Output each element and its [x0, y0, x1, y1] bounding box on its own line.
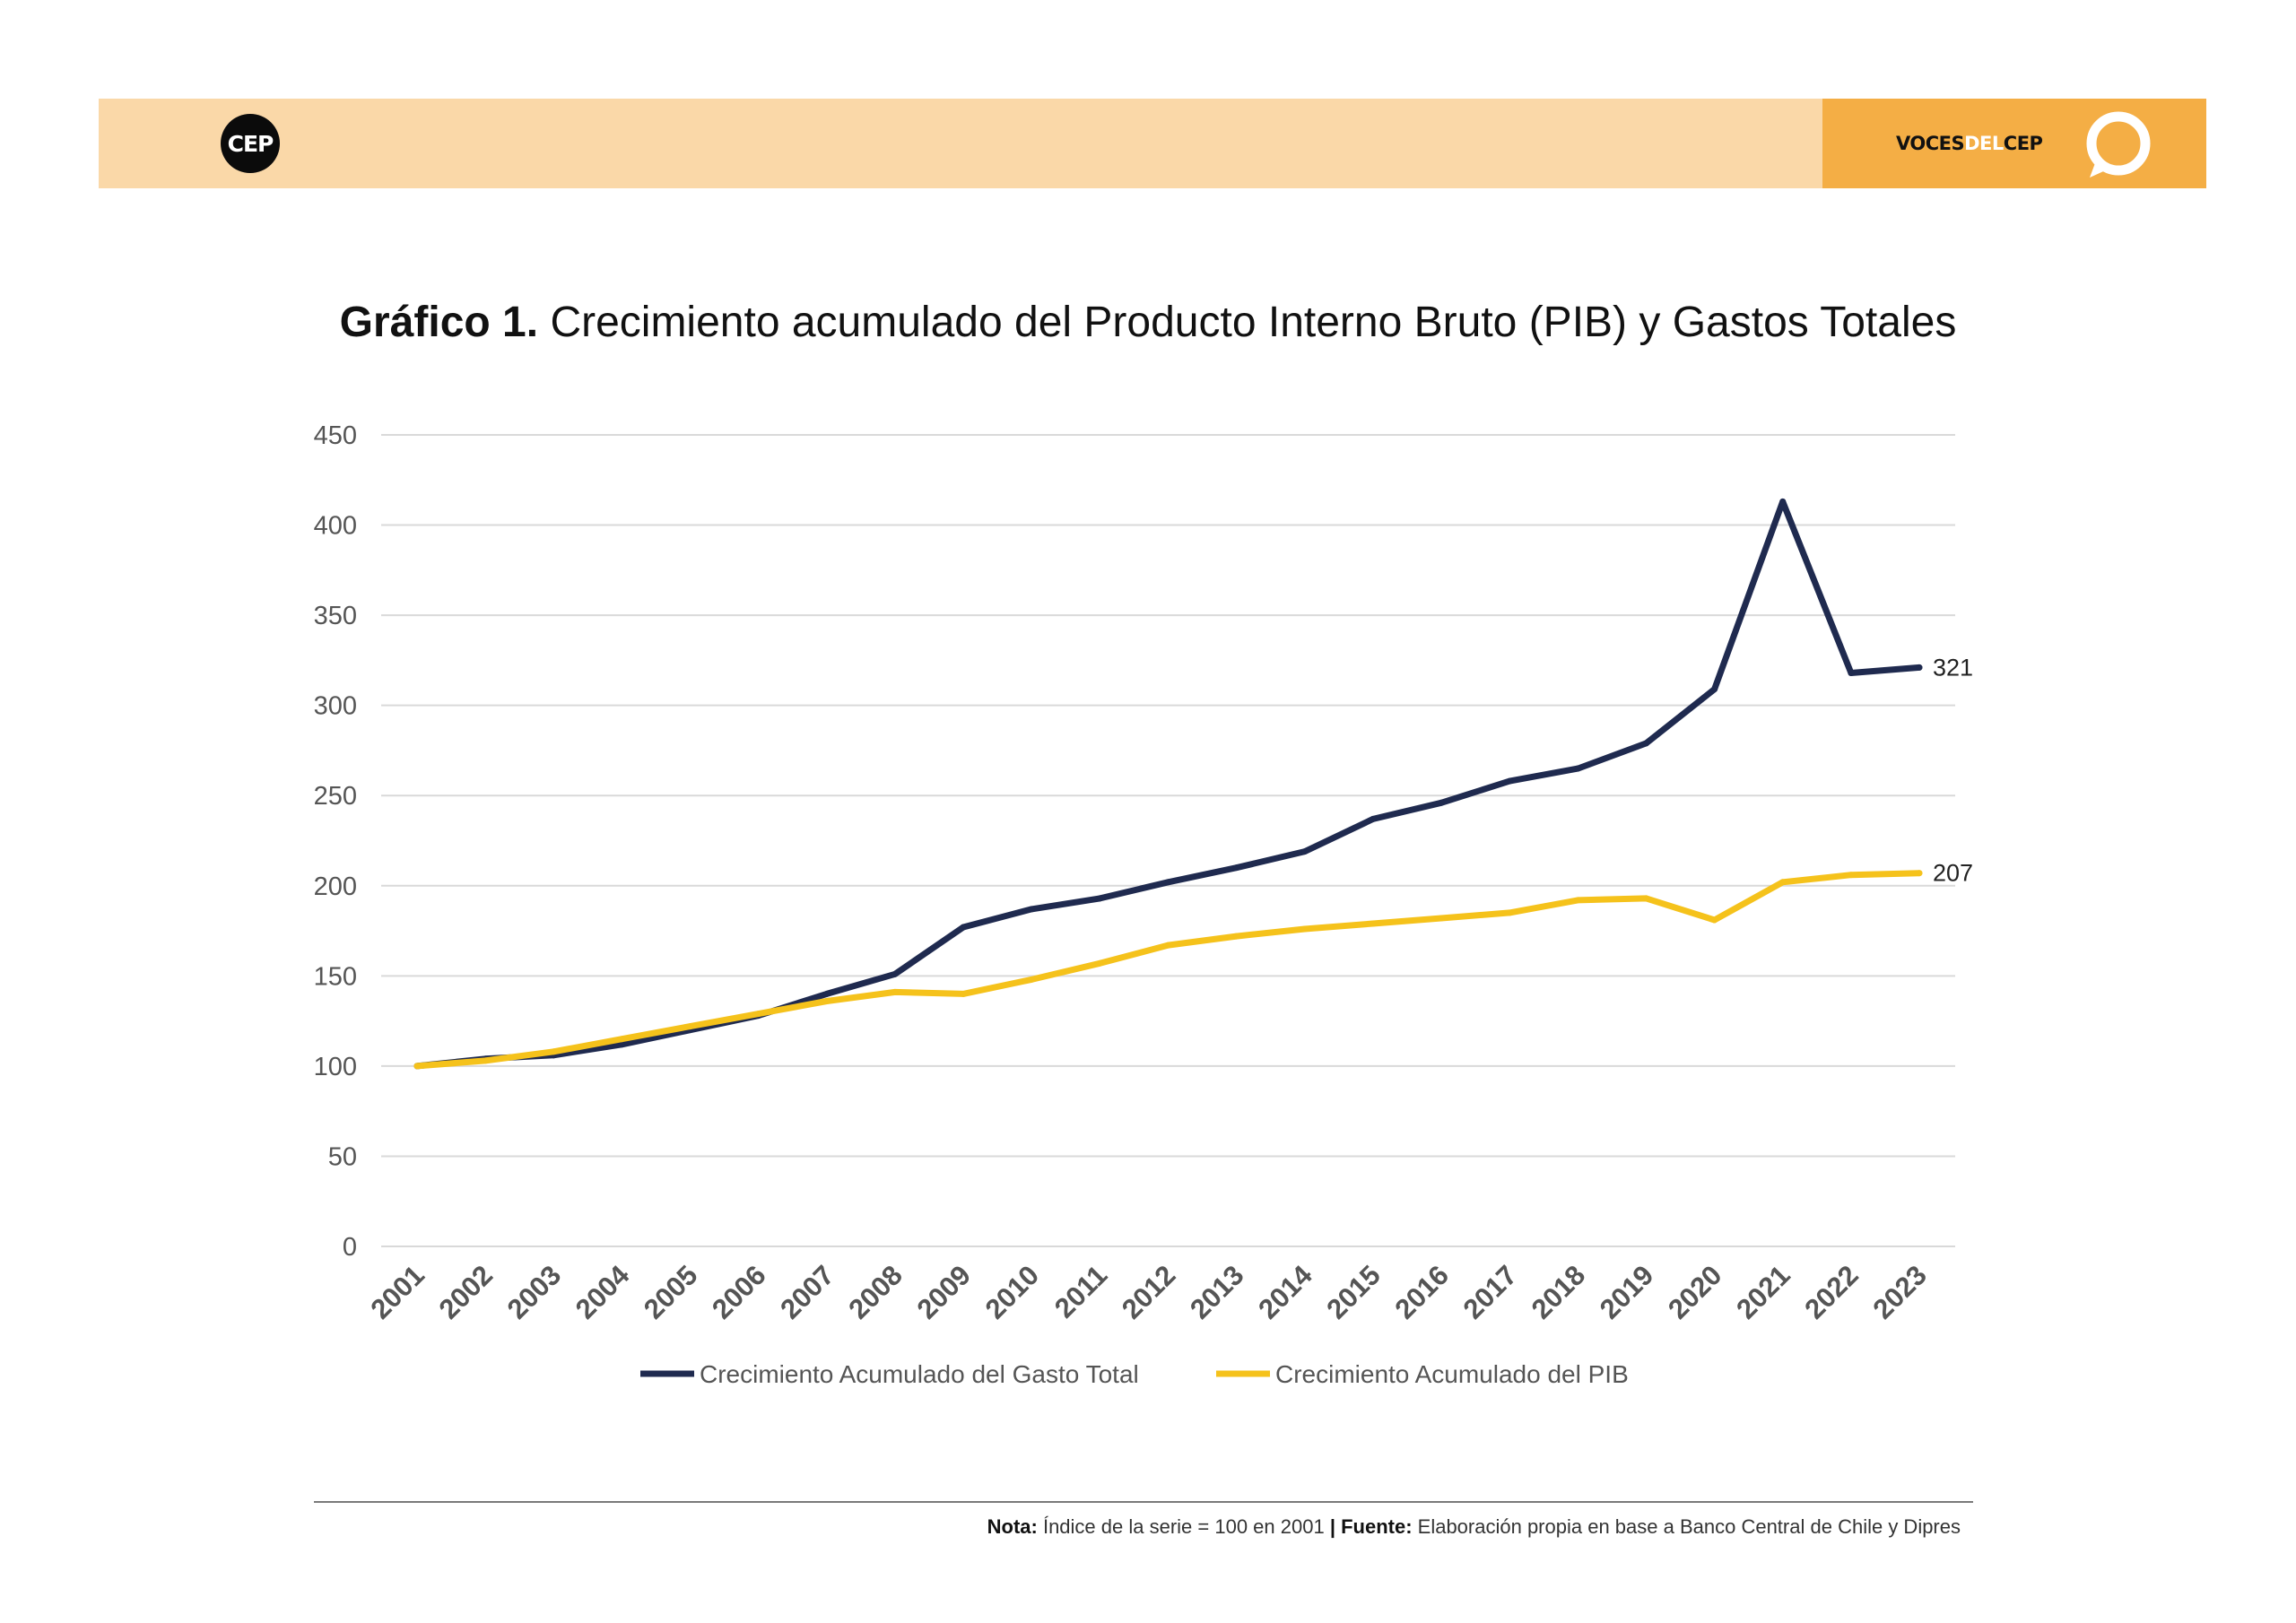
data-point: [1711, 686, 1718, 693]
y-tick-label: 150: [314, 962, 357, 991]
series-line-2: [413, 870, 1923, 1070]
chart-title-text: Crecimiento acumulado del Producto Inter…: [550, 299, 1957, 346]
y-tick-label: 0: [343, 1233, 357, 1262]
data-point: [755, 1011, 762, 1018]
x-tick-label: 2023: [1866, 1259, 1933, 1325]
data-point: [1438, 915, 1445, 922]
data-point: [1574, 897, 1581, 904]
data-point: [891, 988, 899, 995]
data-point: [1711, 916, 1718, 924]
data-point: [1916, 664, 1923, 671]
y-tick-label: 300: [314, 692, 357, 721]
data-point: [1370, 920, 1377, 927]
y-tick-label: 200: [314, 872, 357, 901]
x-tick-label: 2005: [638, 1259, 704, 1325]
end-data-label: 321: [1933, 654, 1973, 681]
x-tick-label: 2001: [364, 1259, 430, 1325]
y-tick-label: 100: [314, 1053, 357, 1081]
end-data-label: 207: [1933, 860, 1973, 887]
data-point: [1301, 848, 1309, 855]
note-text: Índice de la serie = 100 en 2001: [1037, 1515, 1330, 1538]
x-tick-label: 2019: [1594, 1259, 1660, 1325]
x-tick-label: 2007: [774, 1259, 840, 1325]
data-point: [1916, 870, 1923, 877]
y-tick-label: 50: [328, 1142, 357, 1171]
data-point: [1028, 906, 1035, 913]
source-label: Fuente:: [1335, 1515, 1413, 1538]
footnote: Nota: Índice de la serie = 100 en 2001 |…: [987, 1515, 1961, 1539]
voces-del-cep-logo-text: VOCESDELCEP: [1896, 133, 2043, 154]
data-point: [482, 1057, 489, 1064]
data-point: [1506, 909, 1513, 916]
data-point: [1233, 933, 1240, 940]
x-tick-label: 2009: [911, 1259, 978, 1325]
voces-del-cep-panel: VOCESDELCEP: [1822, 99, 2206, 188]
data-point: [823, 997, 831, 1004]
y-tick-label: 250: [314, 782, 357, 811]
x-tick-label: 2002: [433, 1259, 500, 1325]
speech-bubble-icon: [2086, 111, 2151, 178]
y-tick-label: 400: [314, 512, 357, 541]
data-point: [1779, 498, 1787, 505]
y-tick-label: 450: [314, 421, 357, 450]
data-point: [1848, 872, 1855, 879]
chart-title-prefix: Gráfico 1.: [339, 299, 539, 346]
data-point: [1642, 740, 1649, 747]
note-label: Nota:: [987, 1515, 1038, 1538]
data-point: [1028, 976, 1035, 983]
source-text: Elaboración propia en base a Banco Centr…: [1412, 1515, 1961, 1538]
x-tick-label: 2008: [842, 1259, 909, 1325]
data-point: [687, 1023, 694, 1030]
data-point: [1233, 864, 1240, 872]
cep-logo: CEP: [221, 114, 280, 173]
series-line-1: [413, 498, 1923, 1070]
x-tick-label: 2018: [1526, 1259, 1592, 1325]
data-point: [1438, 799, 1445, 806]
x-tick-label: 2014: [1252, 1259, 1318, 1325]
data-point: [550, 1048, 557, 1055]
x-tick-label: 2010: [979, 1259, 1046, 1325]
x-tick-label: 2012: [1116, 1259, 1182, 1325]
x-tick-label: 2022: [1798, 1259, 1865, 1325]
x-tick-label: 2006: [706, 1259, 772, 1325]
data-point: [1779, 879, 1787, 886]
x-tick-label: 2011: [1048, 1259, 1113, 1324]
data-point: [1506, 777, 1513, 785]
x-tick-label: 2017: [1457, 1259, 1524, 1325]
data-point: [618, 1036, 625, 1043]
brand-voces: VOCES: [1896, 133, 1965, 154]
data-point: [1165, 942, 1171, 949]
data-point: [960, 990, 967, 997]
data-point: [960, 924, 967, 931]
data-point: [823, 990, 831, 997]
data-point: [1370, 815, 1377, 822]
data-point: [1642, 895, 1649, 902]
brand-cep: CEP: [2003, 133, 2043, 154]
header-band: CEP VOCESDELCEP: [99, 99, 2206, 188]
x-tick-label: 2021: [1730, 1259, 1796, 1325]
footer-divider: [314, 1501, 1973, 1503]
chart-title: Gráfico 1. Crecimiento acumulado del Pro…: [0, 298, 2296, 347]
data-point: [1848, 669, 1855, 676]
x-tick-label: 2016: [1388, 1259, 1455, 1325]
data-point: [1301, 925, 1309, 933]
data-point: [1165, 879, 1171, 886]
legend-label-2: Crecimiento Acumulado del PIB: [1275, 1360, 1629, 1388]
y-tick-label: 350: [314, 602, 357, 630]
data-point: [1096, 895, 1103, 902]
x-tick-label: 2013: [1184, 1259, 1250, 1325]
legend-label-1: Crecimiento Acumulado del Gasto Total: [700, 1360, 1139, 1388]
data-point: [413, 1063, 421, 1070]
data-point: [891, 970, 899, 977]
x-tick-label: 2004: [570, 1259, 636, 1325]
data-point: [618, 1041, 625, 1048]
x-tick-label: 2020: [1662, 1259, 1728, 1325]
x-tick-label: 2015: [1320, 1259, 1387, 1325]
data-point: [1574, 765, 1581, 772]
x-tick-label: 2003: [501, 1259, 568, 1325]
brand-del: DEL: [1964, 133, 2004, 154]
footnote-separator: |: [1329, 1515, 1335, 1538]
data-point: [1096, 959, 1103, 967]
